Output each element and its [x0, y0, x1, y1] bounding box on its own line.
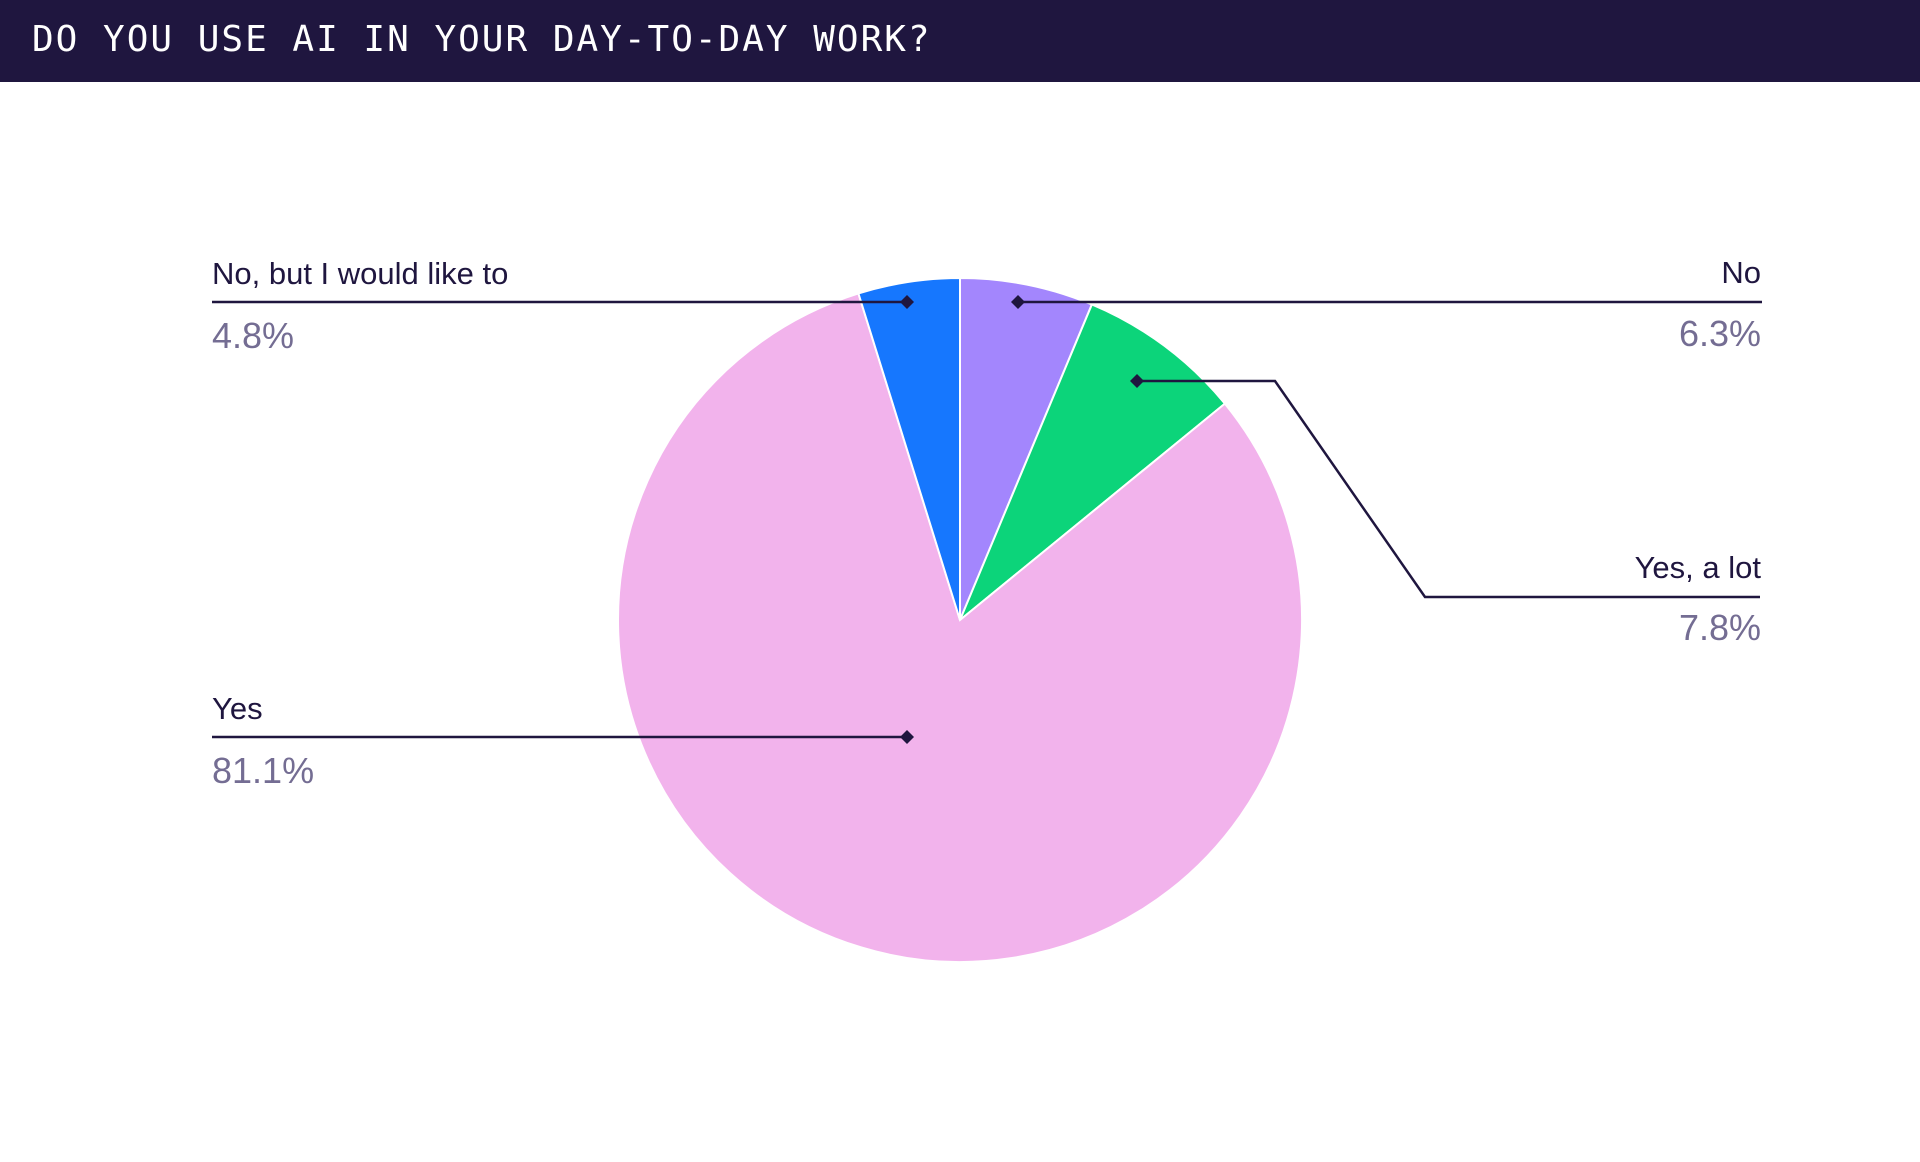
slice-value-yes-a-lot: 7.8% — [1679, 607, 1761, 648]
leader-marker-no — [1011, 295, 1025, 309]
pie-slice-no-but-i-would-like-to — [857, 276, 961, 621]
header-bar: DO YOU USE AI IN YOUR DAY-TO-DAY WORK? — [0, 0, 1920, 82]
slice-value-no: 6.3% — [1679, 313, 1761, 354]
slice-label-no: No — [1721, 255, 1761, 290]
pie-slice-yes — [617, 292, 1303, 963]
slice-label-no-but-i-would-like-to: No, but I would like to — [212, 256, 508, 291]
slice-labels: No 6.3% Yes, a lot 7.8% Yes 81.1% No, but I wo… — [212, 255, 1761, 791]
leader-lines — [212, 295, 1762, 744]
leader-marker-yes-a-lot — [1130, 374, 1144, 388]
leader-line-yes-a-lot — [1137, 379, 1760, 599]
slice-label-yes-a-lot: Yes, a lot — [1635, 550, 1762, 585]
pie-slice-no — [959, 276, 1094, 621]
page-title: DO YOU USE AI IN YOUR DAY-TO-DAY WORK? — [32, 19, 932, 60]
leader-marker-no-but-i-would-like-to — [900, 295, 914, 309]
pie-slice-yes-a-lot — [959, 303, 1227, 621]
leader-marker-yes — [900, 730, 914, 744]
slice-value-no-but-i-would-like-to: 4.8% — [212, 315, 294, 356]
slice-label-yes: Yes — [212, 691, 263, 726]
pie-slices — [617, 276, 1303, 963]
slice-value-yes: 81.1% — [212, 750, 314, 791]
